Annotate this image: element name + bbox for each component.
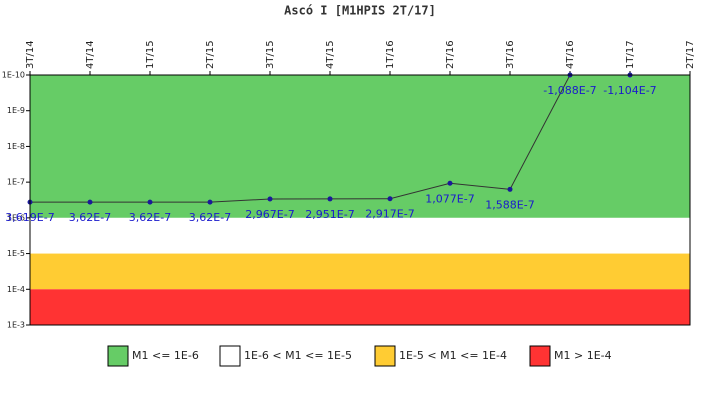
data-label: -1,088E-7 <box>543 84 596 97</box>
x-tick-label: 4T/15 <box>325 40 336 69</box>
band <box>30 289 690 325</box>
data-label: 1,077E-7 <box>425 192 474 205</box>
y-tick-label: 1E-7 <box>7 178 25 187</box>
x-tick-label: 4T/14 <box>85 40 96 69</box>
data-label: 2,967E-7 <box>245 208 294 221</box>
x-tick-label: 3T/14 <box>25 40 36 69</box>
data-point <box>87 199 93 205</box>
y-tick-label: 1E-6 <box>7 213 25 222</box>
legend-swatch <box>374 345 396 367</box>
data-label: 3,619E-7 <box>5 211 54 224</box>
band <box>30 253 690 290</box>
band <box>30 75 690 218</box>
legend-swatch <box>219 345 241 367</box>
x-tick-label: 3T/16 <box>505 40 516 69</box>
data-point <box>327 196 333 202</box>
data-label: -1,104E-7 <box>603 84 656 97</box>
data-point <box>207 199 213 205</box>
x-tick-label: 1T/17 <box>625 40 636 69</box>
legend-swatch <box>529 345 551 367</box>
data-label: 3,62E-7 <box>189 211 231 224</box>
y-tick-label: 1E-4 <box>7 285 25 294</box>
x-tick-label: 3T/15 <box>265 40 276 69</box>
x-tick-label: 1T/15 <box>145 40 156 69</box>
y-tick-label: 1E-5 <box>7 249 25 258</box>
y-tick-label: 1E-3 <box>7 321 25 330</box>
data-label: 1,588E-7 <box>485 198 534 211</box>
x-tick-label: 4T/16 <box>565 40 576 69</box>
y-tick-label: 1E-9 <box>7 106 25 115</box>
x-tick-label: 2T/16 <box>445 40 456 69</box>
data-label: 2,917E-7 <box>365 208 414 221</box>
data-label: 3,62E-7 <box>129 211 171 224</box>
plot-border <box>29 74 691 326</box>
chart-title: Ascó I [M1HPIS 2T/17] <box>284 4 436 18</box>
data-point <box>387 196 393 202</box>
y-tick-label: 1E-8 <box>7 142 25 151</box>
x-tick-label: 1T/16 <box>385 40 396 69</box>
x-tick-label: 2T/17 <box>685 40 696 69</box>
data-point <box>267 196 273 202</box>
band <box>30 217 690 254</box>
legend-label: 1E-5 < M1 <= 1E-4 <box>399 349 507 362</box>
x-tick-label: 2T/15 <box>205 40 216 69</box>
legend-label: M1 > 1E-4 <box>554 349 612 362</box>
data-point <box>447 180 453 186</box>
data-label: 2,951E-7 <box>305 208 354 221</box>
legend-label: M1 <= 1E-6 <box>132 349 199 362</box>
data-label: 3,62E-7 <box>69 211 111 224</box>
legend-label: 1E-6 < M1 <= 1E-5 <box>244 349 352 362</box>
legend-swatch <box>107 345 129 367</box>
y-tick-label: 1E-10 <box>2 71 25 80</box>
data-point <box>507 186 513 192</box>
data-point <box>147 199 153 205</box>
